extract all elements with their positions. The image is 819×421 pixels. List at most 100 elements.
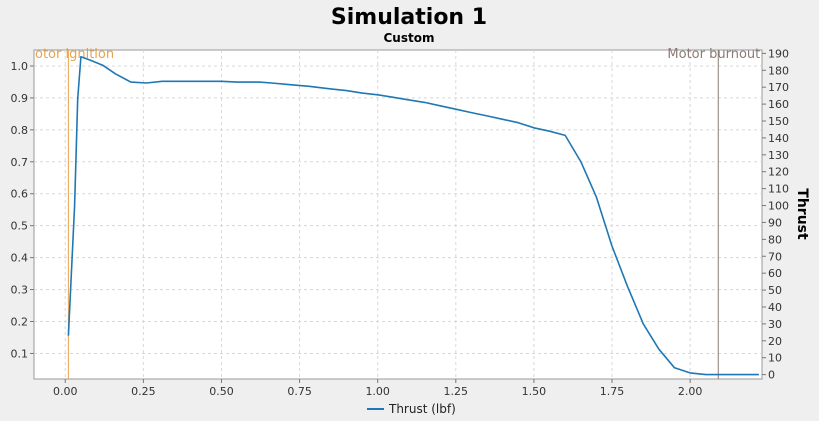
x-tick-label: 0.00 (53, 385, 78, 398)
y-right-tick-label: 140 (768, 132, 789, 145)
y-right-tick-label: 150 (768, 115, 789, 128)
y-left-tick-label: 0.3 (11, 284, 29, 297)
x-tick-label: 1.75 (600, 385, 625, 398)
series-layer (67, 55, 760, 376)
y-left-axis-ticks: 0.1 0.2 0.3 0.4 0.5 0.6 0.7 0.8 0.9 1.0 (11, 60, 34, 360)
series-point (161, 80, 164, 83)
series-point (626, 285, 629, 288)
y-right-tick-label: 30 (768, 318, 782, 331)
series-point (611, 245, 614, 248)
series-point (454, 108, 457, 111)
y-right-tick-label: 100 (768, 200, 789, 213)
series-point (517, 121, 520, 124)
series-point (329, 87, 332, 90)
y-right-axis-ticks: 0 10 20 30 40 50 60 70 80 90 100 110 120 130 140 150 160… (762, 47, 789, 382)
series-point (129, 81, 132, 84)
series-point (67, 334, 70, 337)
series-line-thrust (67, 55, 759, 376)
y-left-tick-label: 1.0 (11, 60, 29, 73)
series-point (423, 101, 426, 104)
y-right-tick-label: 10 (768, 352, 782, 365)
series-point (532, 126, 535, 129)
series-point (258, 81, 261, 84)
y-right-tick-label: 180 (768, 64, 789, 77)
series-point (595, 196, 598, 199)
series-point (642, 322, 645, 325)
y-left-tick-label: 0.1 (11, 347, 29, 360)
y-left-tick-label: 0.8 (11, 124, 29, 137)
y-right-tick-label: 160 (768, 98, 789, 111)
y-right-tick-label: 170 (768, 81, 789, 94)
series-point (220, 80, 223, 83)
x-tick-label: 0.50 (209, 385, 234, 398)
series-point (376, 93, 379, 96)
x-tick-label: 1.00 (365, 385, 390, 398)
series-point (101, 64, 104, 67)
plot-area (33, 49, 763, 380)
series-point (579, 160, 582, 163)
y-left-tick-label: 0.9 (11, 92, 29, 105)
legend[interactable]: Thrust (lbf) (367, 402, 456, 416)
x-tick-label: 1.50 (522, 385, 547, 398)
y-right-tick-label: 50 (768, 284, 782, 297)
x-tick-label: 0.75 (287, 385, 312, 398)
event-label-1: Motor burnout (667, 47, 760, 62)
x-axis-ticks: 0.00 0.25 0.50 0.75 1.00 1.25 1.50 1.75 2.00 (53, 379, 702, 398)
y-right-tick-label: 190 (768, 47, 789, 60)
event-label-0: otor ignition (35, 47, 114, 62)
chart-title: Simulation 1 (331, 5, 487, 30)
series-point (114, 72, 117, 75)
series-point (548, 130, 551, 133)
series-point (736, 373, 739, 376)
y-right-tick-label: 80 (768, 233, 782, 246)
y-right-tick-label: 120 (768, 166, 789, 179)
series-point (751, 373, 754, 376)
y-right-tick-label: 40 (768, 301, 782, 314)
series-point (345, 89, 348, 92)
series-point (501, 118, 504, 121)
y-right-tick-label: 60 (768, 267, 782, 280)
y-right-axis-label: Thrust (794, 188, 810, 240)
series-point (704, 373, 707, 376)
series-point (720, 373, 723, 376)
series-point (470, 111, 473, 114)
y-left-tick-label: 0.5 (11, 220, 29, 233)
series-point (76, 98, 79, 101)
series-point (308, 85, 311, 88)
y-right-tick-label: 20 (768, 335, 782, 348)
y-left-tick-label: 0.7 (11, 156, 29, 169)
y-right-tick-label: 110 (768, 183, 789, 196)
series-point (439, 104, 442, 107)
series-point (657, 348, 660, 351)
series-point (270, 82, 273, 85)
y-right-tick-label: 130 (768, 149, 789, 162)
legend-label-thrust: Thrust (lbf) (388, 402, 456, 416)
series-point (407, 98, 410, 101)
x-tick-label: 1.25 (444, 385, 469, 398)
series-point (236, 81, 239, 84)
series-point (89, 59, 92, 62)
series-point (145, 82, 148, 85)
series-point (73, 204, 76, 207)
series-point (564, 134, 567, 137)
chart-subtitle: Custom (384, 31, 435, 45)
y-left-tick-label: 0.2 (11, 316, 29, 329)
x-tick-label: 0.25 (131, 385, 156, 398)
series-point (689, 371, 692, 374)
series-point (392, 96, 395, 99)
series-point (189, 80, 192, 83)
series-point (79, 55, 82, 58)
y-right-tick-label: 0 (768, 369, 775, 382)
series-point (757, 373, 760, 376)
event-annotations: otor ignition Motor burnout (35, 47, 760, 379)
series-point (673, 366, 676, 369)
y-left-tick-label: 0.6 (11, 188, 29, 201)
series-point (486, 114, 489, 117)
grid-lines (34, 50, 762, 379)
series-point (289, 83, 292, 86)
y-left-tick-label: 0.4 (11, 252, 29, 265)
y-right-tick-label: 90 (768, 216, 782, 229)
y-right-tick-label: 70 (768, 250, 782, 263)
series-point (361, 92, 364, 95)
